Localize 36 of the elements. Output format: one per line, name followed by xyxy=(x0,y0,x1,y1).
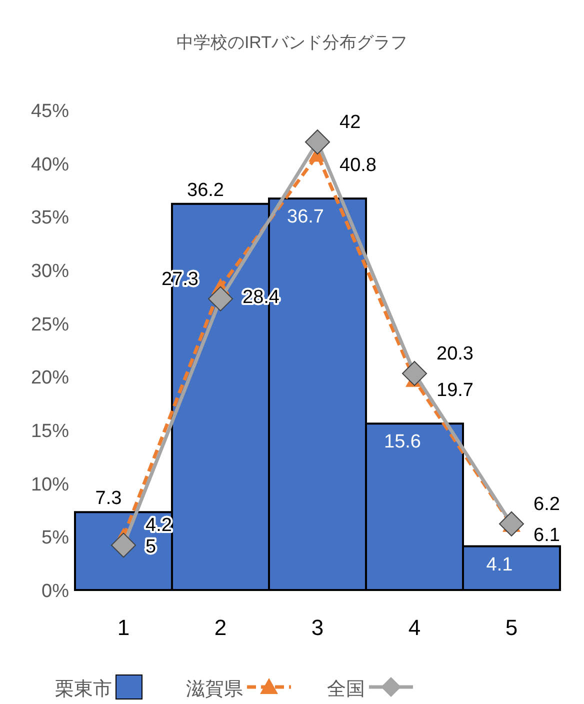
y-tick-label: 5% xyxy=(42,528,70,549)
data-label: 4.1 xyxy=(486,554,513,576)
legend-label: 栗東市 xyxy=(55,678,112,700)
y-tick-label: 0% xyxy=(42,581,70,602)
y-tick-label: 25% xyxy=(30,314,70,336)
legend-label: 全国 xyxy=(327,679,365,700)
data-label: 40.8 xyxy=(340,154,376,176)
x-tick-label: 2 xyxy=(214,615,227,640)
point xyxy=(402,360,427,386)
data-label: 6.2 xyxy=(534,494,560,515)
x-tick-label: 3 xyxy=(311,615,324,640)
chart-title: 中学校のIRTバンド分布グラフ xyxy=(176,33,408,52)
point xyxy=(208,286,233,312)
y-tick-label: 15% xyxy=(30,421,70,442)
point xyxy=(499,511,524,536)
data-label: 6.1 xyxy=(534,524,560,546)
y-tick-label: 20% xyxy=(30,368,70,389)
x-tick-label: 5 xyxy=(505,615,518,640)
data-label: 7.3 xyxy=(95,488,122,510)
y-tick-label: 30% xyxy=(30,261,70,282)
y-tick-label: 10% xyxy=(30,474,70,496)
data-label: 42 xyxy=(340,112,361,133)
y-tick-label: 35% xyxy=(30,208,70,229)
data-label: 36.2 xyxy=(187,180,224,201)
y-tick-label: 45% xyxy=(30,101,70,122)
data-label: 4.2 xyxy=(146,515,172,536)
point xyxy=(305,130,330,154)
legend-label: 滋賀県 xyxy=(186,679,243,700)
x-tick-label: 4 xyxy=(408,615,421,640)
data-label: 20.3 xyxy=(436,343,474,364)
y-tick-label: 40% xyxy=(30,154,70,176)
data-label: 36.7 xyxy=(287,206,324,228)
data-label: 5 xyxy=(146,536,156,558)
x-tick-label: 1 xyxy=(117,615,130,640)
data-label: 19.7 xyxy=(436,380,474,401)
data-label: 15.6 xyxy=(384,432,421,453)
